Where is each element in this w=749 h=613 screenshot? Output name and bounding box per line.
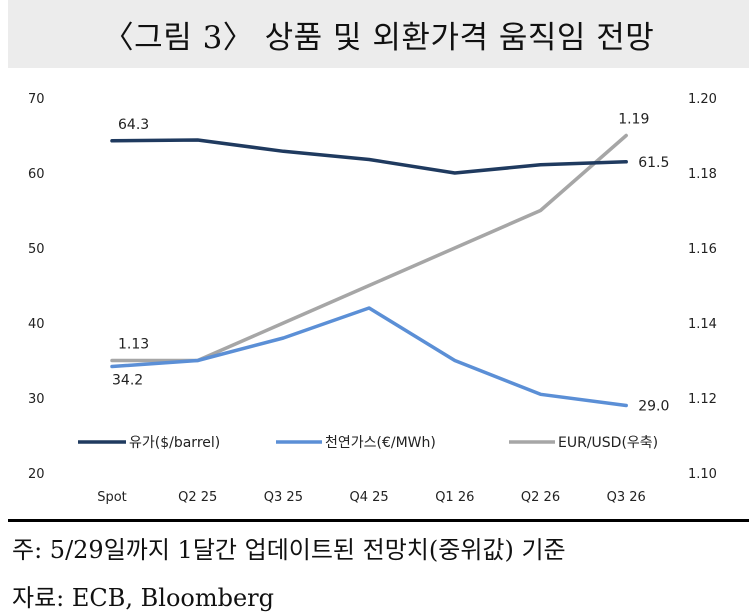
y-right-tick-label: 1.16: [688, 242, 717, 257]
chart-svg: 20 30 40 50 60 70 1.10 1.12 1.14 1.16 1.18 1.20 Spot…: [0, 68, 749, 518]
y-right-tick-label: 1.20: [688, 92, 717, 107]
data-label: 1.13: [118, 337, 149, 353]
series-line-2: [112, 136, 626, 361]
y-right-tick-label: 1.18: [688, 167, 717, 182]
source-note: 자료: ECB, Bloomberg: [12, 578, 274, 613]
data-label: 34.2: [112, 373, 143, 389]
legend-label: 유가($/barrel): [129, 435, 220, 451]
data-label: 29.0: [638, 399, 669, 415]
series-line-1: [112, 308, 626, 406]
x-tick-label: Spot: [97, 490, 127, 505]
x-tick-label: Q2 25: [178, 490, 217, 505]
footer-divider: [8, 519, 749, 522]
x-tick-label: Q1 26: [435, 490, 474, 505]
x-tick-label: Q3 25: [264, 490, 303, 505]
y-left-tick-label: 20: [28, 467, 45, 482]
legend-label: EUR/USD(우축): [558, 435, 658, 451]
y-right-tick-label: 1.10: [688, 467, 717, 482]
data-label: 1.19: [618, 112, 649, 128]
legend-label: 천연가스(€/MWh): [325, 435, 436, 451]
data-label: 61.5: [638, 155, 669, 171]
y-right-tick-label: 1.12: [688, 392, 717, 407]
y-left-tick-label: 30: [28, 392, 45, 407]
x-tick-label: Q4 25: [350, 490, 389, 505]
y-left-tick-label: 40: [28, 317, 45, 332]
title-band: 〈그림 3〉 상품 및 외환가격 움직임 전망: [8, 0, 749, 68]
x-tick-label: Q3 26: [607, 490, 646, 505]
y-left-tick-label: 60: [28, 167, 45, 182]
y-right-tick-label: 1.14: [688, 317, 717, 332]
y-left-tick-label: 70: [28, 92, 45, 107]
footnote: 주: 5/29일까지 1달간 업데이트된 전망치(중위값) 기준: [12, 530, 566, 565]
data-label: 64.3: [118, 117, 149, 133]
chart-title: 〈그림 3〉 상품 및 외환가격 움직임 전망: [103, 12, 655, 57]
y-left-tick-label: 50: [28, 242, 45, 257]
x-tick-label: Q2 26: [521, 490, 560, 505]
series-line-0: [112, 140, 626, 173]
